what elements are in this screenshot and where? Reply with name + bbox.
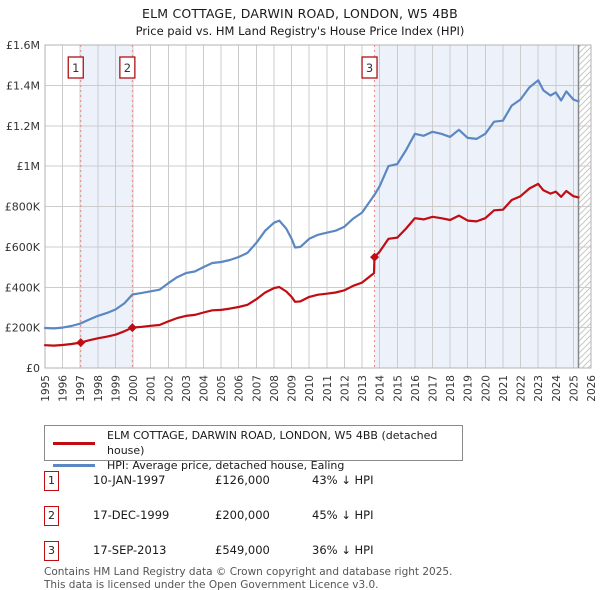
sale-marker-diamond-3 bbox=[370, 252, 380, 262]
sale-number-badge: 2 bbox=[44, 506, 59, 526]
property-line-swatch bbox=[53, 441, 95, 445]
sale-number-box-1 bbox=[67, 56, 84, 79]
x-axis-label: 2011 bbox=[322, 375, 334, 402]
sale-number-badge: 1 bbox=[44, 471, 59, 491]
x-axis-label: 2008 bbox=[269, 375, 281, 402]
x-axis-label: 1995 bbox=[40, 375, 52, 402]
x-axis-label: 2000 bbox=[128, 375, 140, 402]
x-axis-label: 1999 bbox=[110, 375, 122, 402]
x-axis-label: 2007 bbox=[251, 375, 263, 402]
license-footer: Contains HM Land Registry data © Crown c… bbox=[44, 566, 452, 590]
sale-hpi-difference: 36% ↓ HPI bbox=[312, 543, 374, 557]
hpi-line-swatch bbox=[53, 464, 95, 467]
footer-line-2: This data is licensed under the Open Gov… bbox=[44, 578, 379, 590]
page-subtitle: Price paid vs. HM Land Registry's House … bbox=[135, 24, 465, 38]
x-axis-label: 2014 bbox=[375, 375, 387, 402]
x-axis-label: 2022 bbox=[516, 375, 528, 402]
sale-price: £549,000 bbox=[215, 543, 270, 557]
legend-item-hpi: HPI: Average price, detached house, Eali… bbox=[45, 458, 462, 473]
x-axis-label: 2021 bbox=[498, 375, 510, 402]
y-axis-label: £1M bbox=[17, 160, 41, 173]
x-axis-label: 2019 bbox=[463, 375, 475, 402]
sale-marker-diamond-1 bbox=[76, 338, 86, 348]
x-axis-label: 2020 bbox=[480, 375, 492, 402]
sale-price: £200,000 bbox=[215, 508, 270, 522]
sale-marker-diamond-2 bbox=[127, 323, 137, 333]
sale-number-box-label: 2 bbox=[124, 61, 131, 75]
x-axis-label: 2023 bbox=[533, 375, 545, 402]
sale-price: £126,000 bbox=[215, 473, 270, 487]
page-title: ELM COTTAGE, DARWIN ROAD, LONDON, W5 4BB bbox=[142, 6, 458, 21]
x-axis-label: 1996 bbox=[58, 375, 70, 402]
sale-hpi-difference: 45% ↓ HPI bbox=[312, 508, 374, 522]
price-history-chart: 1 2 3 £0 £200K £400K £600K £800K £1M £1.2M £1.4M £1… bbox=[5, 39, 598, 402]
property-price-line bbox=[43, 182, 580, 347]
x-axis-label: 2006 bbox=[234, 375, 246, 402]
x-axis-label: 1997 bbox=[75, 375, 87, 402]
sale-number-box-3 bbox=[361, 56, 378, 79]
y-axis-label: £200K bbox=[5, 322, 41, 335]
y-axis-label: £1.4M bbox=[6, 79, 40, 92]
x-axis-label: 2009 bbox=[287, 375, 299, 402]
y-axis-label: £800K bbox=[5, 201, 41, 214]
legend-label-property: ELM COTTAGE, DARWIN ROAD, LONDON, W5 4BB… bbox=[107, 429, 438, 457]
x-axis-label: 2002 bbox=[163, 375, 175, 402]
x-axis-label: 2017 bbox=[427, 375, 439, 402]
y-axis-label: £1.6M bbox=[6, 39, 40, 52]
plot-border bbox=[44, 44, 592, 369]
x-axis-label: 2016 bbox=[410, 375, 422, 402]
x-axis-label: 2025 bbox=[568, 375, 580, 402]
sale-number-box-label: 1 bbox=[72, 61, 79, 75]
y-axis-label: £400K bbox=[5, 281, 41, 294]
sale-row-3: 3 17-SEP-2013 £549,000 36% ↓ HPI bbox=[44, 541, 564, 563]
sale-hpi-difference: 43% ↓ HPI bbox=[312, 473, 374, 487]
sale-date: 17-DEC-1999 bbox=[93, 508, 170, 522]
y-axis-label: £1.2M bbox=[6, 120, 40, 133]
x-axis-label: 2001 bbox=[146, 375, 158, 402]
sale-row-2: 2 17-DEC-1999 £200,000 45% ↓ HPI bbox=[44, 506, 564, 528]
x-axis-label: 1998 bbox=[93, 375, 105, 402]
sale-number-box-label: 3 bbox=[366, 61, 373, 75]
sale-date: 17-SEP-2013 bbox=[93, 543, 167, 557]
sale-date: 10-JAN-1997 bbox=[93, 473, 166, 487]
x-axis-label: 2012 bbox=[339, 375, 351, 402]
hpi-line bbox=[43, 79, 580, 330]
x-axis-label: 2026 bbox=[586, 375, 598, 402]
legend-label-hpi: HPI: Average price, detached house, Eali… bbox=[107, 459, 345, 472]
chart-legend: ELM COTTAGE, DARWIN ROAD, LONDON, W5 4BB… bbox=[44, 425, 463, 472]
x-axis-label: 2018 bbox=[445, 375, 457, 402]
legend-item-property: ELM COTTAGE, DARWIN ROAD, LONDON, W5 4BB… bbox=[45, 428, 462, 458]
x-axis-label: 2024 bbox=[551, 375, 563, 402]
footer-line-1: Contains HM Land Registry data © Crown c… bbox=[44, 566, 453, 578]
sale-row-1: 1 10-JAN-1997 £126,000 43% ↓ HPI bbox=[44, 471, 564, 493]
x-axis-label: 2015 bbox=[392, 375, 404, 402]
y-axis-label: £0 bbox=[26, 362, 40, 375]
x-axis-label: 2005 bbox=[216, 375, 228, 402]
x-axis-label: 2013 bbox=[357, 375, 369, 402]
x-axis-label: 2004 bbox=[199, 375, 211, 402]
x-axis-label: 2010 bbox=[304, 375, 316, 402]
sale-number-badge: 3 bbox=[44, 541, 59, 561]
x-axis-label: 2003 bbox=[181, 375, 193, 402]
sale-number-box-2 bbox=[119, 56, 136, 79]
sales-table: 1 10-JAN-1997 £126,000 43% ↓ HPI 2 17-DE… bbox=[44, 471, 564, 576]
y-axis-label: £600K bbox=[5, 241, 41, 254]
